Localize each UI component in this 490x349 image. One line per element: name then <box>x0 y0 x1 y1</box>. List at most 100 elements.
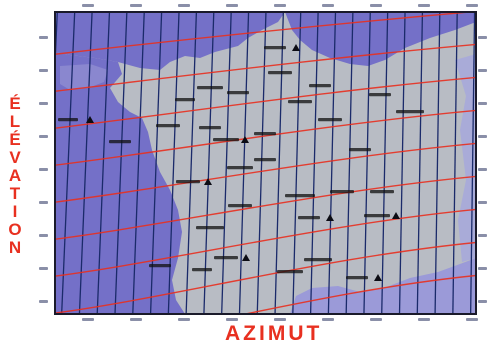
azimuth-line <box>434 12 441 314</box>
top-tick-label <box>178 4 190 7</box>
elevation-curve <box>55 175 476 240</box>
place-label <box>264 46 286 50</box>
y-axis-title-letter: V <box>9 148 23 167</box>
right-tick-label <box>478 300 487 303</box>
place-label <box>176 180 200 184</box>
left-tick-label <box>39 234 48 237</box>
elevation-curve <box>55 241 476 314</box>
y-axis-title-letter: O <box>8 220 24 239</box>
bottom-tick-label <box>466 318 478 321</box>
right-tick-label <box>478 201 487 204</box>
y-axis-title-letter: É <box>9 94 23 113</box>
place-marker-icon <box>242 254 250 261</box>
place-marker-icon <box>374 274 382 281</box>
place-label <box>277 270 303 274</box>
y-axis-title-letter: N <box>8 238 24 257</box>
y-axis-title-letter: T <box>9 184 23 203</box>
left-tick-label <box>39 201 48 204</box>
place-label <box>175 98 195 102</box>
bottom-tick-label <box>226 318 238 321</box>
azimuth-line <box>292 12 302 314</box>
azimuth-line <box>381 12 389 314</box>
azimuth-line <box>274 12 284 314</box>
elevation-curve <box>55 43 476 92</box>
bottom-tick-label <box>418 318 430 321</box>
x-axis-title: AZIMUT <box>225 322 323 345</box>
azimuth-line <box>238 12 250 314</box>
place-label <box>197 86 223 90</box>
map-frame <box>54 11 477 315</box>
azimuth-line <box>256 12 267 314</box>
place-label <box>298 216 320 220</box>
channel-sea <box>285 12 476 66</box>
place-label <box>346 276 368 280</box>
place-label <box>213 138 239 142</box>
place-label <box>227 91 249 95</box>
y-axis-title-letter: A <box>8 166 24 185</box>
azimuth-line <box>327 12 337 314</box>
y-axis-title-letter: L <box>9 112 23 131</box>
place-label <box>309 84 331 88</box>
place-label <box>254 158 276 162</box>
place-label <box>58 118 78 122</box>
place-label <box>156 124 180 128</box>
right-tick-label <box>478 36 487 39</box>
place-marker-icon <box>326 214 334 221</box>
left-tick-label <box>39 69 48 72</box>
azimuth-line <box>221 12 232 314</box>
place-label <box>318 118 342 122</box>
y-axis-title-letter: É <box>9 130 23 149</box>
elevation-curve <box>55 109 476 166</box>
place-label <box>285 194 315 198</box>
top-ticks <box>82 4 478 7</box>
left-tick-label <box>39 102 48 105</box>
place-markers <box>58 44 424 281</box>
place-label <box>109 140 131 144</box>
top-tick-label <box>274 4 286 7</box>
azimuth-line <box>96 12 111 314</box>
place-label <box>370 190 394 194</box>
azimuth-line <box>452 12 458 314</box>
top-tick-label <box>370 4 382 7</box>
elevation-curve <box>55 142 476 203</box>
place-label <box>304 258 332 262</box>
bottom-tick-label <box>274 318 286 321</box>
right-tick-label <box>478 102 487 105</box>
place-label <box>228 204 252 208</box>
place-label <box>268 71 292 75</box>
left-tick-label <box>39 168 48 171</box>
right-tick-label <box>478 234 487 237</box>
place-label <box>254 132 276 136</box>
top-tick-label <box>466 4 478 7</box>
place-label <box>192 268 212 272</box>
right-tick-label <box>478 267 487 270</box>
azimuth-line <box>26 10 40 316</box>
place-marker-icon <box>292 44 300 51</box>
top-tick-label <box>322 4 334 7</box>
elevation-curve <box>55 208 476 277</box>
place-label <box>149 264 171 268</box>
right-tick-label <box>478 69 487 72</box>
elevation-curve <box>55 12 476 55</box>
bottom-tick-label <box>322 318 334 321</box>
sea-bottom-right <box>290 258 476 314</box>
left-ticks <box>39 36 48 303</box>
place-label <box>288 100 312 104</box>
place-label <box>369 93 391 97</box>
place-label <box>396 110 424 114</box>
bottom-tick-label <box>178 318 190 321</box>
place-label <box>227 166 253 170</box>
bottom-tick-label <box>130 318 142 321</box>
azimuth-line <box>203 12 215 314</box>
place-label <box>214 256 238 260</box>
place-marker-icon <box>86 116 94 123</box>
bottom-tick-label <box>370 318 382 321</box>
azimuth-line <box>469 12 476 314</box>
right-tick-label <box>478 168 487 171</box>
azimuth-line <box>363 12 371 314</box>
azimuth-line <box>78 12 93 314</box>
left-tick-label <box>39 36 48 39</box>
top-tick-label <box>82 4 94 7</box>
